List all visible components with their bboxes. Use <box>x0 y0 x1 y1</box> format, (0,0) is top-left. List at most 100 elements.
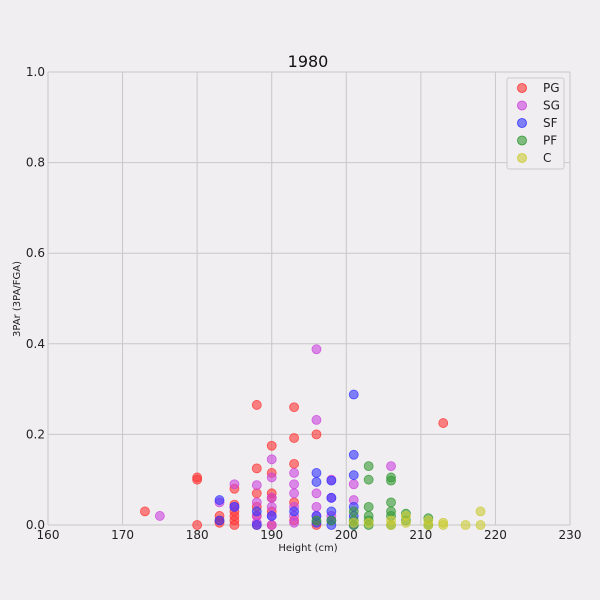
data-point <box>326 506 337 517</box>
data-point <box>363 474 374 485</box>
data-point <box>251 400 262 410</box>
data-point <box>266 440 277 451</box>
x-tick-label: 170 <box>111 528 134 542</box>
data-point <box>289 433 299 443</box>
data-point <box>251 480 262 491</box>
data-point <box>289 488 299 499</box>
data-point <box>251 506 262 517</box>
legend: PG SG SF PF C <box>506 77 565 170</box>
data-point <box>266 472 277 483</box>
data-point <box>348 517 359 528</box>
data-point <box>289 517 299 528</box>
data-point <box>423 520 434 530</box>
data-point <box>154 511 165 521</box>
series-c <box>348 506 486 530</box>
data-point <box>289 468 299 478</box>
x-tick-label: 180 <box>186 528 209 542</box>
data-point <box>311 488 322 499</box>
y-axis-ticks: 0.0 0.2 0.4 0.6 0.8 1.0 <box>26 65 45 532</box>
data-point <box>311 515 322 526</box>
legend-label: SF <box>543 116 558 130</box>
data-point <box>326 475 337 486</box>
chart-title: 1980 <box>288 52 329 71</box>
data-point <box>348 389 359 400</box>
data-point <box>289 458 299 469</box>
data-points <box>140 344 486 530</box>
x-axis-ticks: 160 170 180 190 200 210 220 230 <box>37 528 582 542</box>
data-point <box>289 479 299 490</box>
data-point <box>251 520 262 530</box>
data-point <box>251 488 262 499</box>
legend-label: PG <box>543 81 560 95</box>
data-point <box>251 463 262 474</box>
y-tick-label: 1.0 <box>26 65 45 79</box>
data-point <box>386 520 396 530</box>
x-tick-label: 160 <box>37 528 60 542</box>
data-point <box>363 501 374 512</box>
y-tick-label: 0.2 <box>26 427 45 441</box>
grid-lines <box>47 71 571 526</box>
data-point <box>289 402 299 413</box>
data-point <box>266 492 277 503</box>
legend-marker <box>517 83 527 93</box>
data-point <box>386 461 396 472</box>
data-point <box>311 468 322 478</box>
legend-marker <box>517 135 527 146</box>
x-axis-label: Height (cm) <box>278 543 337 554</box>
data-point <box>326 492 337 503</box>
data-point <box>192 474 203 485</box>
y-tick-label: 0.4 <box>26 337 45 351</box>
data-point <box>311 477 322 487</box>
data-point <box>326 515 337 526</box>
series-sf <box>214 389 359 530</box>
x-tick-label: 200 <box>335 528 358 542</box>
x-tick-label: 210 <box>409 528 432 542</box>
data-point <box>386 475 396 486</box>
y-tick-label: 0.8 <box>26 156 45 170</box>
data-point <box>311 429 322 440</box>
data-point <box>229 520 240 530</box>
data-point <box>266 511 277 521</box>
data-point <box>438 520 449 530</box>
legend-marker <box>517 100 527 111</box>
legend-marker <box>517 153 527 163</box>
data-point <box>266 454 277 465</box>
x-tick-label: 230 <box>559 528 582 542</box>
data-point <box>348 479 359 490</box>
data-point <box>140 506 150 517</box>
x-tick-label: 220 <box>484 528 507 542</box>
data-point <box>311 415 322 425</box>
legend-marker <box>517 118 527 128</box>
data-point <box>348 449 359 460</box>
data-point <box>229 501 240 512</box>
data-point <box>311 344 322 355</box>
data-point <box>386 497 396 508</box>
y-tick-label: 0.0 <box>26 518 45 532</box>
legend-label: SG <box>543 99 560 113</box>
series-sg <box>154 344 396 530</box>
data-point <box>348 470 359 481</box>
legend-label: PF <box>543 134 557 148</box>
data-point <box>229 479 240 490</box>
data-point <box>401 517 411 528</box>
y-axis-label: 3PAr (3PA/FGA) <box>12 261 23 337</box>
data-point <box>460 520 471 530</box>
data-point <box>363 461 374 472</box>
data-point <box>289 506 299 517</box>
data-point <box>363 517 374 528</box>
data-point <box>475 520 486 530</box>
x-tick-label: 190 <box>260 528 283 542</box>
legend-label: C <box>543 151 551 165</box>
data-point <box>214 515 225 526</box>
data-point <box>266 501 277 512</box>
data-point <box>475 506 486 517</box>
data-point <box>311 501 322 512</box>
data-point <box>192 520 203 530</box>
data-point <box>251 497 262 508</box>
data-point <box>214 495 225 505</box>
data-point <box>438 418 449 428</box>
data-point <box>348 506 359 517</box>
y-tick-label: 0.6 <box>26 246 45 260</box>
